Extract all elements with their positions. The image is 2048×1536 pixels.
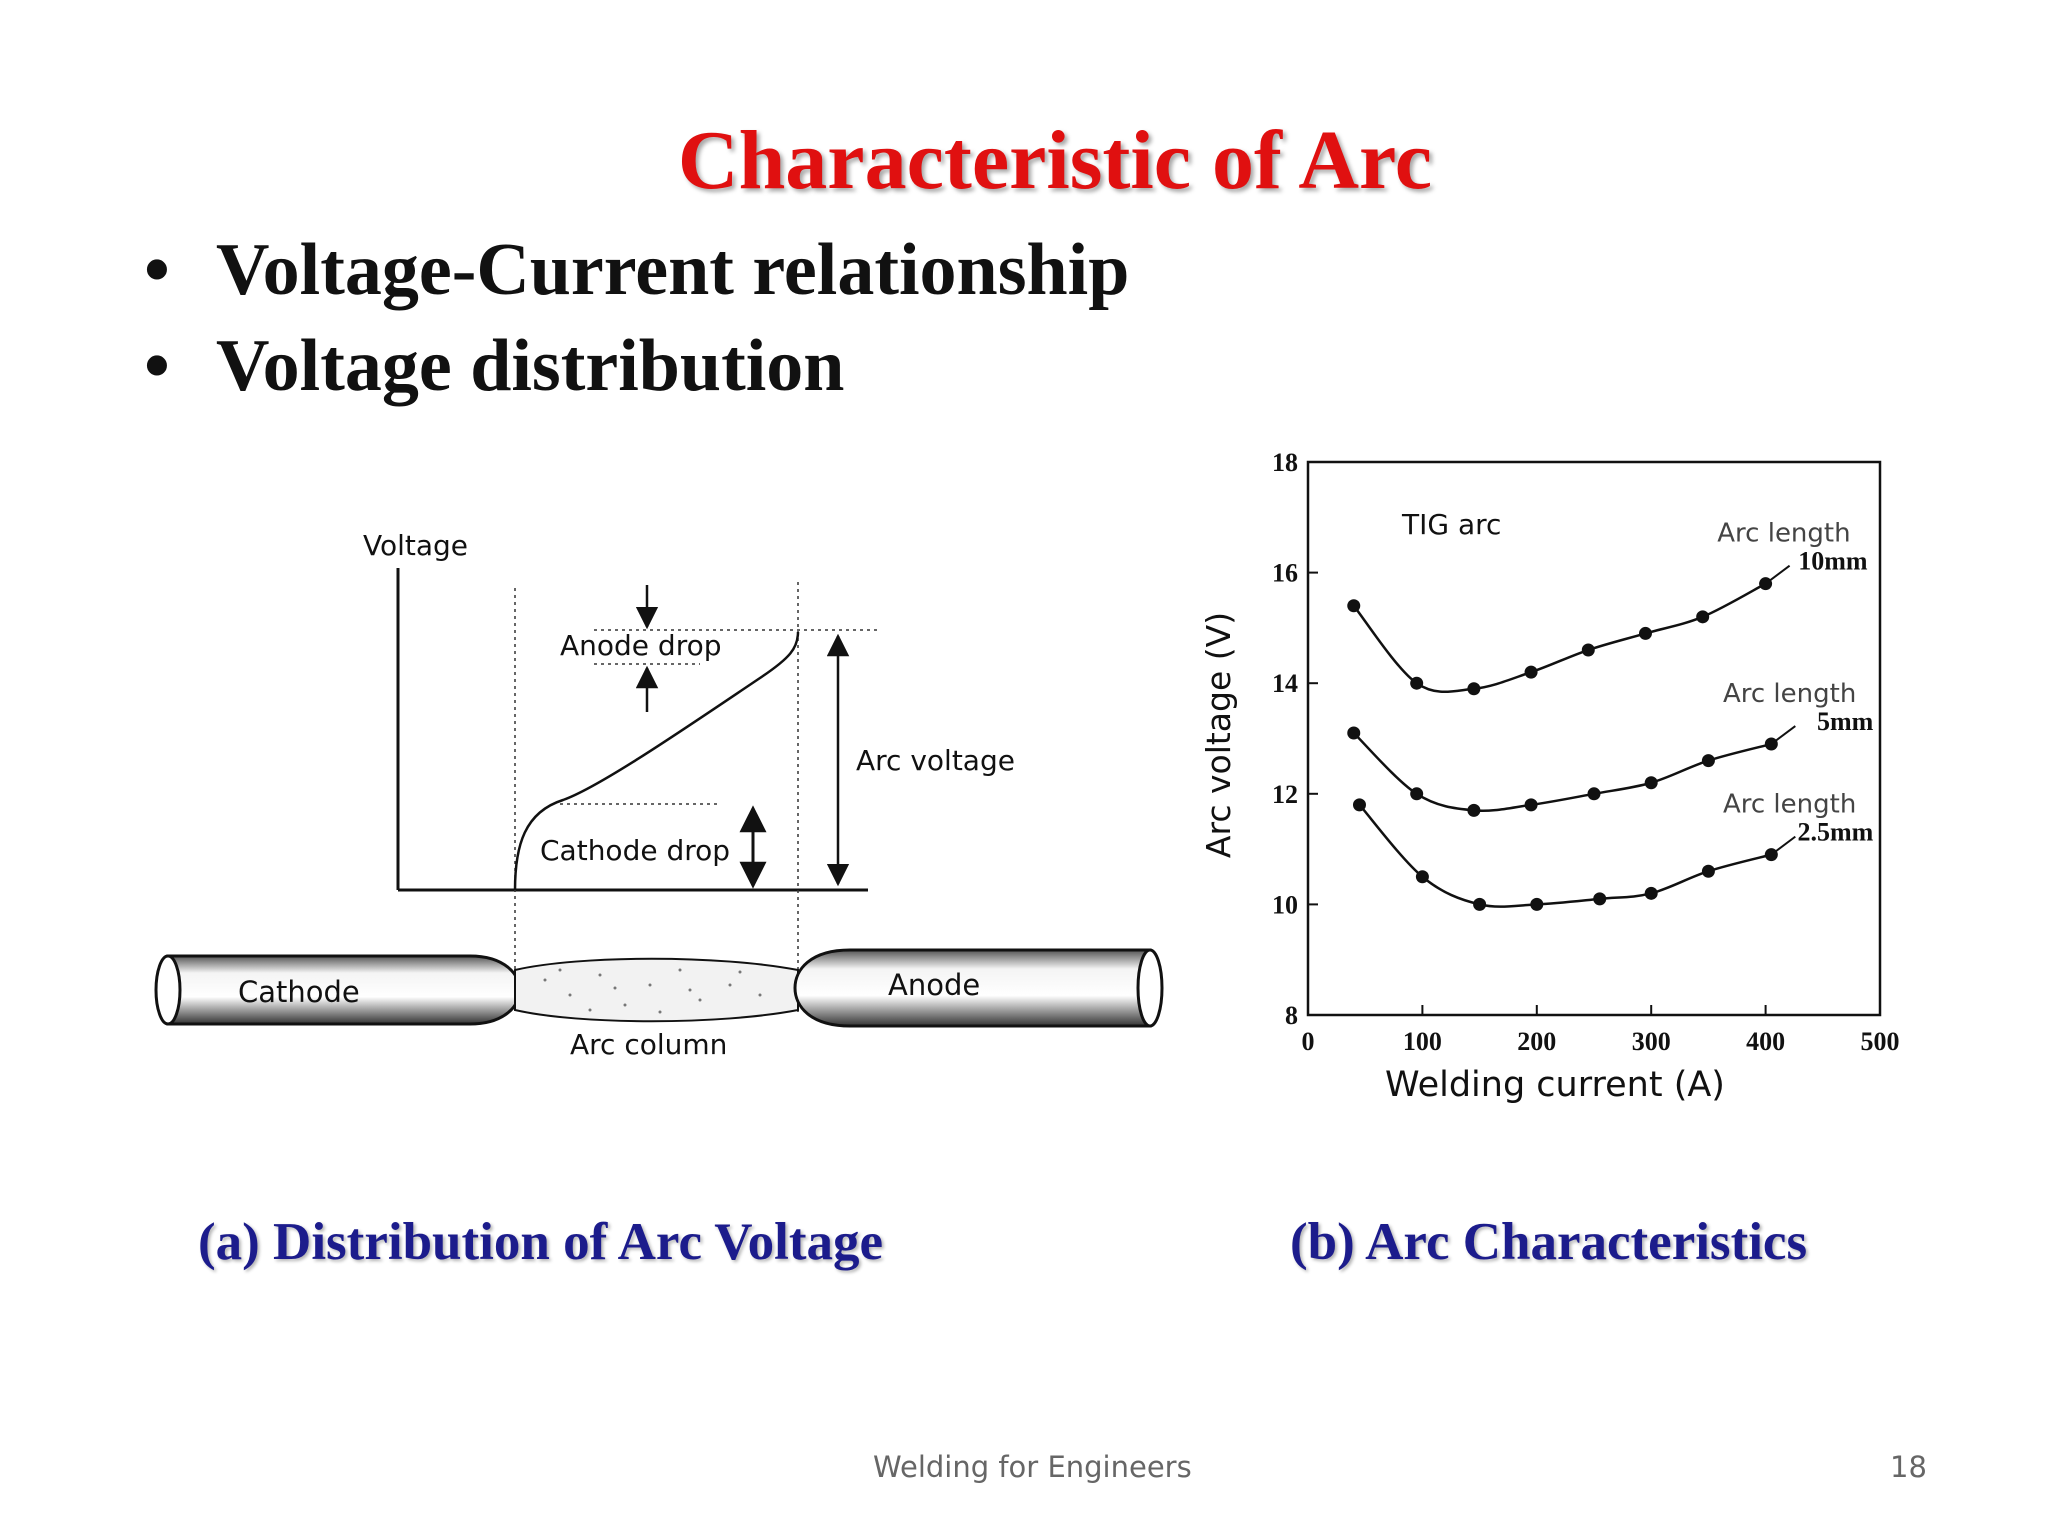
series-label-leader	[1774, 725, 1796, 742]
data-point	[1701, 864, 1715, 878]
y-tick-label: 8	[1285, 1001, 1298, 1030]
series-line-2	[1358, 804, 1772, 908]
series-label-line2: 2.5mm	[1797, 818, 1873, 847]
footer-title: Welding for Engineers	[873, 1450, 1192, 1484]
anode-drop-label: Anode drop	[560, 629, 722, 662]
series-label-line1: Arc length	[1723, 790, 1856, 820]
bullet-list: • Voltage-Current relationship • Voltage d…	[144, 222, 1129, 414]
voltage-curve	[513, 631, 800, 891]
bullet-symbol: •	[144, 229, 170, 311]
y-tick-label: 12	[1272, 780, 1298, 809]
bullet-text: Voltage-Current relationship	[216, 229, 1130, 311]
bullet-item: • Voltage distribution	[144, 318, 1129, 414]
data-point	[1764, 737, 1778, 751]
series-label-line2: 10mm	[1798, 547, 1868, 576]
data-point	[1473, 897, 1487, 911]
data-point	[1352, 798, 1366, 812]
x-tick-label: 100	[1403, 1027, 1442, 1056]
bullet-symbol: •	[144, 325, 170, 407]
series-label-leader	[1768, 564, 1791, 582]
series-label-leader	[1774, 835, 1796, 853]
data-point	[1524, 665, 1538, 679]
bullet-item: • Voltage-Current relationship	[144, 222, 1129, 318]
arc-column	[514, 957, 799, 1023]
data-point	[1410, 676, 1424, 690]
data-point	[1467, 803, 1481, 817]
data-point	[1347, 599, 1361, 613]
series-line-0	[1352, 582, 1767, 694]
data-point	[1764, 848, 1778, 862]
series-label-line1: Arc length	[1723, 679, 1856, 709]
voltage-axis-label: Voltage	[363, 529, 468, 562]
data-point	[1593, 892, 1607, 906]
y-tick-label: 10	[1272, 890, 1298, 919]
data-point	[1701, 754, 1715, 768]
series-label-line1: Arc length	[1717, 519, 1850, 549]
x-tick-label: 300	[1632, 1027, 1671, 1056]
data-point	[1638, 626, 1652, 640]
y-tick-label: 16	[1272, 559, 1298, 588]
y-axis-label: Arc voltage (V)	[1199, 612, 1238, 858]
arc-voltage-distribution-diagram: Voltage Anode drop Arc voltage Cathode d…	[154, 529, 1164, 1061]
data-point	[1530, 897, 1544, 911]
arc-characteristics-chart: TIG arc Arc voltage (V) Welding current …	[1199, 448, 1900, 1105]
arc-voltage-label: Arc voltage	[856, 744, 1015, 777]
y-tick-label: 18	[1272, 448, 1298, 477]
x-tick-label: 0	[1302, 1027, 1315, 1056]
slide-number: 18	[1890, 1450, 1927, 1484]
data-point	[1581, 643, 1595, 657]
data-point	[1467, 682, 1481, 696]
series-label-line2: 5mm	[1817, 707, 1874, 736]
cathode-electrode: Cathode	[154, 954, 522, 1026]
data-point	[1644, 886, 1658, 900]
data-point	[1524, 798, 1538, 812]
caption-b: (b) Arc Characteristics	[1290, 1213, 1808, 1271]
x-tick-label: 500	[1861, 1027, 1900, 1056]
arc-column-label: Arc column	[570, 1028, 727, 1061]
data-point	[1696, 610, 1710, 624]
slide-title: Characteristic of Arc	[677, 114, 1433, 207]
x-tick-label: 200	[1517, 1027, 1556, 1056]
data-point	[1347, 726, 1361, 740]
data-point	[1644, 776, 1658, 790]
cathode-drop-label: Cathode drop	[540, 834, 730, 867]
x-axis-label: Welding current (A)	[1385, 1065, 1725, 1105]
chart-annotation: TIG arc	[1401, 508, 1501, 541]
plot-frame	[1306, 460, 1882, 1017]
anode-label: Anode	[888, 968, 980, 1002]
y-tick-label: 14	[1272, 669, 1298, 698]
data-point	[1759, 577, 1773, 591]
data-point	[1410, 787, 1424, 801]
caption-a: (a) Distribution of Arc Voltage	[198, 1213, 884, 1271]
cathode-label: Cathode	[238, 975, 360, 1009]
data-point	[1587, 787, 1601, 801]
x-tick-label: 400	[1746, 1027, 1785, 1056]
data-point	[1415, 870, 1429, 884]
anode-electrode: Anode	[793, 948, 1164, 1028]
bullet-text: Voltage distribution	[216, 325, 845, 407]
